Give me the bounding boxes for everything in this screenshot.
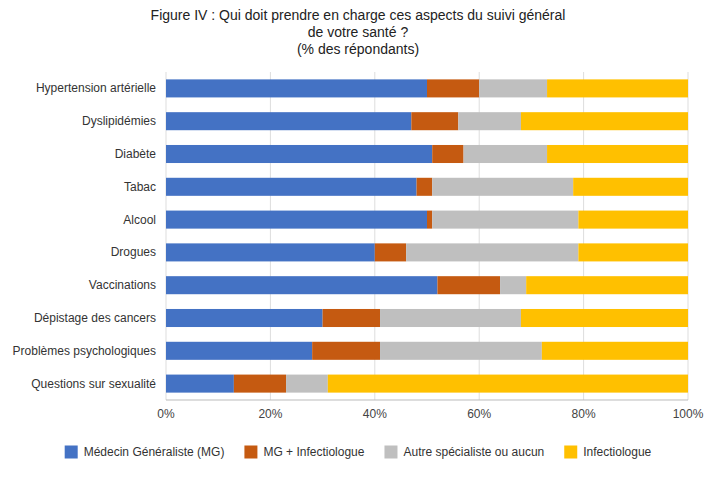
bar	[547, 145, 688, 163]
category-label: Alcool	[123, 213, 156, 227]
bar	[166, 79, 427, 97]
legend-swatch	[244, 446, 257, 459]
bar	[521, 309, 688, 327]
bar	[432, 178, 573, 196]
bar	[166, 145, 432, 163]
x-tick-label: 80%	[572, 407, 596, 421]
bar	[542, 342, 688, 360]
legend: Médecin Généraliste (MG) MG + Infectiolog…	[65, 445, 652, 459]
series	[328, 79, 688, 392]
bar	[427, 79, 479, 97]
category-label: Diabète	[115, 147, 157, 161]
bar	[375, 243, 406, 261]
category-label: Drogues	[111, 245, 156, 259]
x-axis: 0% 20% 40% 60% 80% 100%	[157, 400, 703, 421]
x-axis-line	[166, 400, 688, 401]
bar	[458, 112, 521, 130]
title-line: (% des répondants)	[297, 41, 419, 57]
bar	[166, 211, 427, 229]
bar	[166, 342, 312, 360]
legend-item: Autre spécialiste ou aucun	[384, 445, 544, 459]
x-tick-label: 100%	[673, 407, 704, 421]
title-line: Figure IV : Qui doit prendre en charge c…	[151, 7, 566, 23]
page: {"chart_data": { "type": "bar", "orienta…	[0, 0, 716, 490]
bar	[406, 243, 578, 261]
bar	[328, 375, 688, 393]
category-label: Dépistage des cancers	[34, 311, 156, 325]
bar	[464, 145, 548, 163]
bar	[286, 375, 328, 393]
legend-swatch	[65, 446, 78, 459]
category-label: Vaccinations	[89, 278, 156, 292]
legend-item: Infectiologue	[564, 445, 651, 459]
bar	[380, 342, 542, 360]
x-tick-label: 0%	[157, 407, 175, 421]
legend-swatch	[384, 446, 397, 459]
legend-label: Infectiologue	[583, 445, 651, 459]
bar	[432, 145, 463, 163]
y-axis: Hypertension artérielle Dyslipidémies Diab…	[13, 81, 157, 390]
x-tick-label: 40%	[363, 407, 387, 421]
chart: Figure IV : Qui doit prendre en charge c…	[0, 0, 716, 490]
legend-swatch	[564, 446, 577, 459]
bar	[432, 211, 578, 229]
category-label: Hypertension artérielle	[36, 81, 156, 95]
bar	[427, 211, 432, 229]
bar	[166, 178, 417, 196]
legend-label: Médecin Généraliste (MG)	[84, 445, 225, 459]
category-label: Dyslipidémies	[82, 114, 156, 128]
bar	[437, 276, 500, 294]
category-label: Questions sur sexualité	[31, 377, 156, 391]
bar	[312, 342, 380, 360]
bar	[166, 243, 375, 261]
legend-item: MG + Infectiologue	[244, 445, 364, 459]
bar	[578, 211, 688, 229]
x-tick-label: 60%	[467, 407, 491, 421]
bar	[547, 79, 688, 97]
chart-container: Figure IV : Qui doit prendre en charge c…	[0, 0, 716, 490]
title: Figure IV : Qui doit prendre en charge c…	[151, 7, 566, 57]
bar	[166, 375, 234, 393]
legend-label: Autre spécialiste ou aucun	[403, 445, 544, 459]
category-label: Tabac	[124, 180, 156, 194]
bar	[500, 276, 526, 294]
bar	[323, 309, 380, 327]
legend-label: MG + Infectiologue	[263, 445, 364, 459]
bar	[479, 79, 547, 97]
bar	[526, 276, 688, 294]
bars	[166, 79, 688, 392]
bar	[234, 375, 286, 393]
x-grid	[166, 72, 688, 400]
bar	[417, 178, 433, 196]
bar	[166, 276, 437, 294]
bar	[573, 178, 688, 196]
bar	[578, 243, 688, 261]
bar	[521, 112, 688, 130]
title-line: de votre santé ?	[308, 24, 409, 40]
x-tick-label: 20%	[258, 407, 282, 421]
legend-item: Médecin Généraliste (MG)	[65, 445, 225, 459]
bar	[380, 309, 521, 327]
bar	[166, 309, 323, 327]
category-label: Problèmes psychologiques	[13, 344, 156, 358]
bar	[166, 112, 411, 130]
bar	[411, 112, 458, 130]
